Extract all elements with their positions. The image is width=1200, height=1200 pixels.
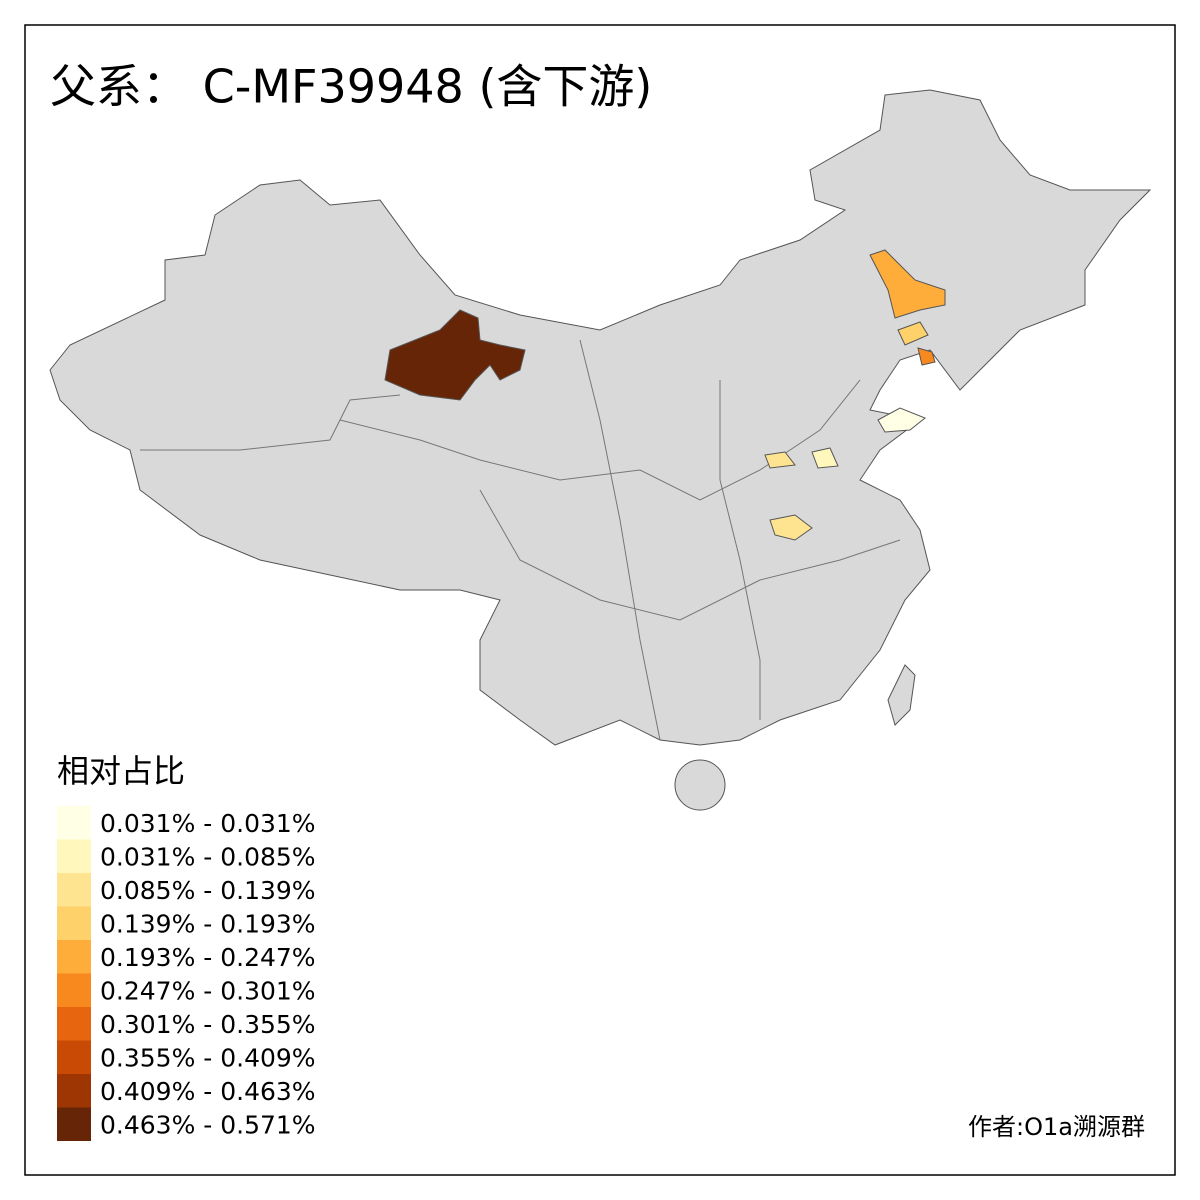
legend-swatch — [57, 973, 91, 1007]
legend-label: 0.031% - 0.031% — [100, 809, 316, 838]
legend-swatch — [57, 839, 91, 873]
legend-swatch — [57, 873, 91, 907]
highlight-region — [384, 309, 526, 401]
highlight-region — [897, 321, 929, 346]
legend-label: 0.463% - 0.571% — [100, 1110, 316, 1139]
author-credit: 作者:O1a溯源群 — [968, 1113, 1145, 1141]
legend-label: 0.355% - 0.409% — [100, 1043, 316, 1072]
border — [140, 394, 401, 451]
border — [479, 489, 901, 621]
legend-label: 0.193% - 0.247% — [100, 943, 316, 972]
highlight-region — [877, 407, 926, 433]
legend-label: 0.031% - 0.085% — [100, 842, 316, 871]
highlight-region — [917, 347, 936, 366]
legend-swatch — [57, 1074, 91, 1108]
legend-label: 0.247% - 0.301% — [100, 976, 316, 1005]
highlight-region — [811, 447, 839, 469]
border — [579, 339, 661, 741]
legend-swatch — [57, 1040, 91, 1074]
legend-swatch — [57, 806, 91, 840]
border — [719, 380, 761, 720]
border — [339, 379, 861, 501]
legend-label: 0.139% - 0.193% — [100, 909, 316, 938]
legend-swatch — [57, 1107, 91, 1141]
legend-swatch — [57, 1007, 91, 1041]
highlight-region — [769, 514, 813, 541]
legend: 0.031% - 0.031% 0.031% - 0.085% 0.085% - 0… — [57, 806, 316, 1141]
legend-label: 0.301% - 0.355% — [100, 1010, 316, 1039]
legend-label: 0.409% - 0.463% — [100, 1077, 316, 1106]
legend-label: 0.085% - 0.139% — [100, 876, 316, 905]
legend-title: 相对占比 — [57, 752, 185, 790]
island — [674, 759, 726, 811]
legend-swatch — [57, 940, 91, 974]
map — [49, 89, 1152, 811]
island — [887, 664, 916, 726]
map-title: 父系： C-MF39948 (含下游) — [50, 60, 652, 114]
highlight-region — [764, 451, 796, 469]
highlight-region — [869, 249, 946, 319]
legend-swatch — [57, 906, 91, 940]
